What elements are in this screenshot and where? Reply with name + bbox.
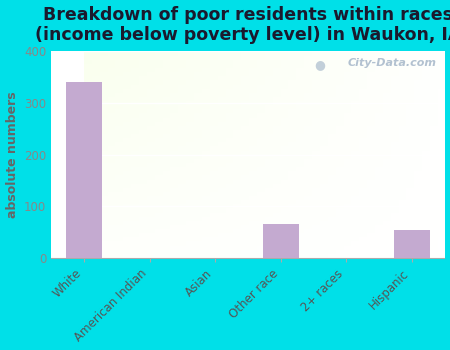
Title: Breakdown of poor residents within races
(income below poverty level) in Waukon,: Breakdown of poor residents within races…	[35, 6, 450, 44]
Bar	[66, 83, 102, 258]
Bar	[394, 230, 430, 258]
Bar	[263, 224, 299, 258]
Y-axis label: absolute numbers: absolute numbers	[5, 91, 18, 218]
Text: ●: ●	[315, 58, 325, 71]
Text: City-Data.com: City-Data.com	[347, 58, 436, 68]
